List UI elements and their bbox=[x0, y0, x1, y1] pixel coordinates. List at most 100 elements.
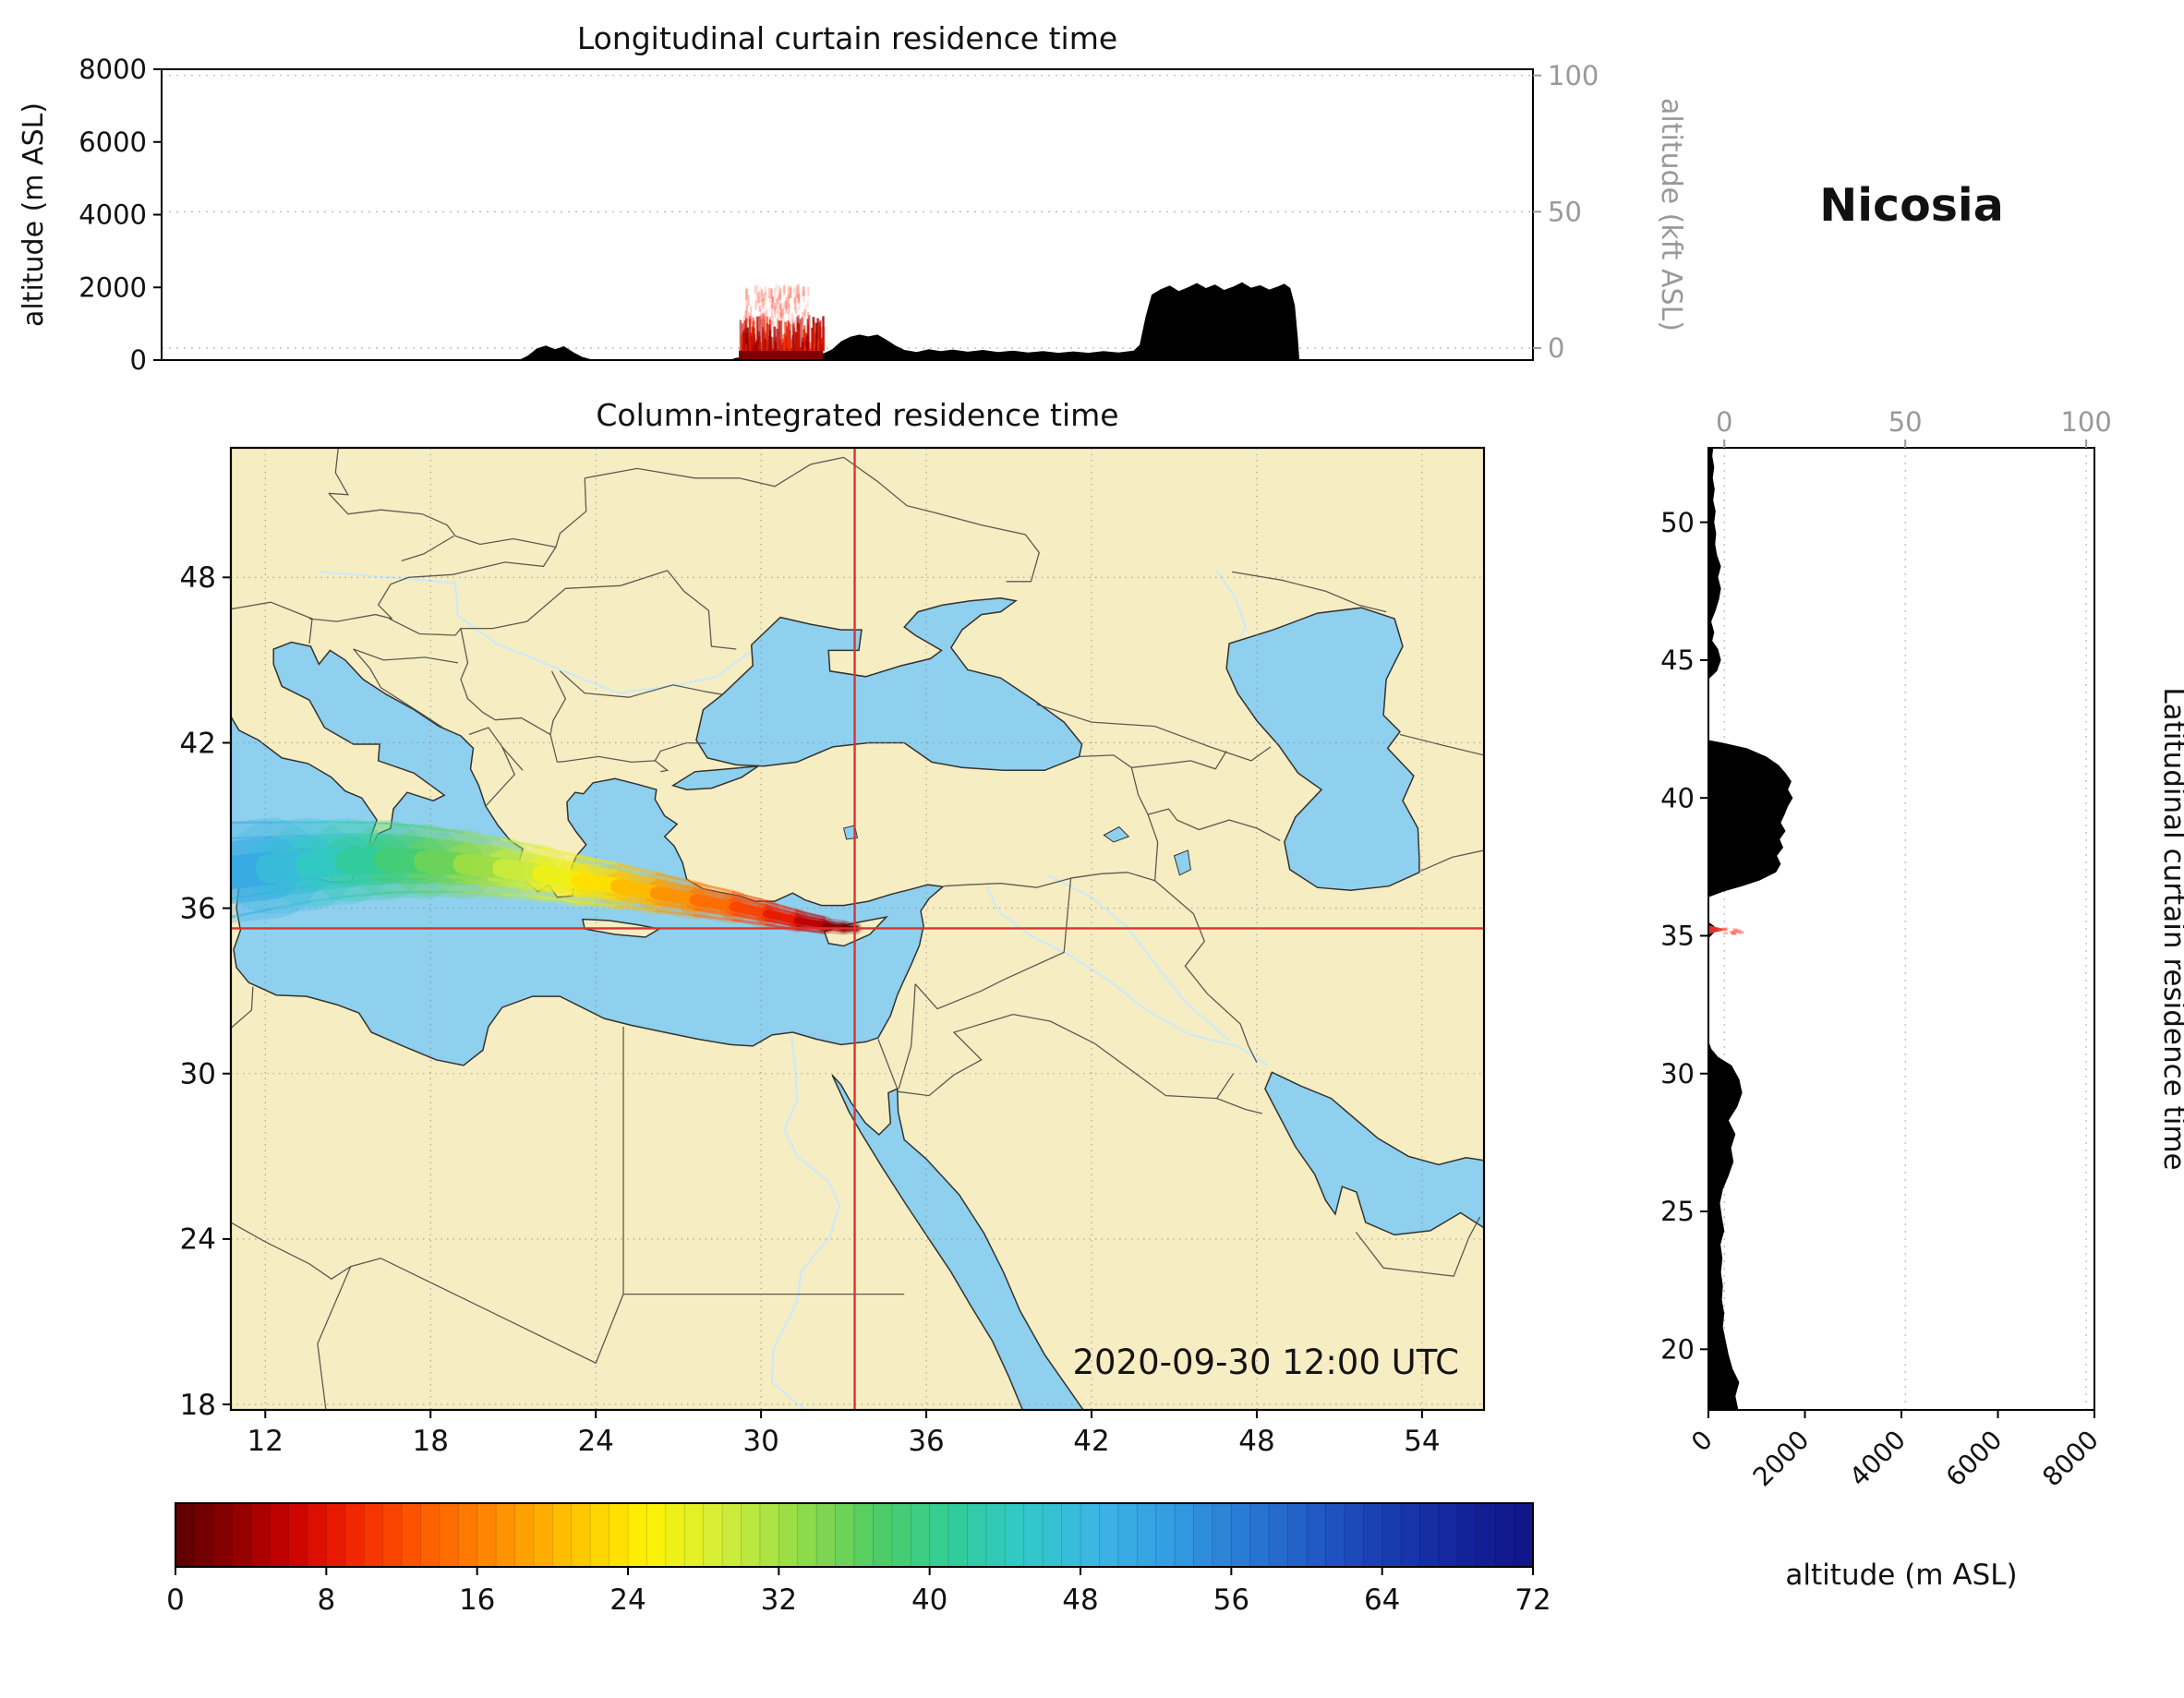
country-border bbox=[353, 648, 443, 729]
country-border bbox=[667, 570, 737, 650]
country-border bbox=[231, 1222, 381, 1280]
svg-text:18: 18 bbox=[412, 1425, 448, 1458]
country-border bbox=[843, 456, 1041, 583]
plume-latitude bbox=[1708, 925, 1744, 935]
country-border bbox=[377, 547, 557, 620]
country-border bbox=[1036, 704, 1272, 762]
sea-red_sea bbox=[831, 1074, 1085, 1410]
svg-text:8000: 8000 bbox=[78, 54, 147, 85]
country-border bbox=[1101, 872, 1155, 882]
svg-text:0: 0 bbox=[1716, 406, 1732, 438]
country-border bbox=[1154, 880, 1258, 1064]
svg-text:6000: 6000 bbox=[1940, 1425, 2009, 1493]
map-panel: 12 18 24 30 36 42 48 54 18 24 30 36 42 48 bbox=[180, 446, 1486, 1458]
country-border bbox=[353, 648, 459, 664]
svg-text:35: 35 bbox=[1660, 921, 1695, 952]
country-border bbox=[1147, 813, 1159, 881]
country-border bbox=[897, 1013, 1014, 1097]
country-border bbox=[231, 601, 271, 610]
sea-persian_gulf bbox=[1264, 1071, 1484, 1236]
svg-text:64: 64 bbox=[1364, 1584, 1400, 1617]
svg-text:0: 0 bbox=[1685, 1425, 1719, 1458]
country-border bbox=[1079, 751, 1227, 770]
svg-text:50: 50 bbox=[1548, 197, 1582, 228]
colorbar: 0 8 16 24 32 40 48 56 64 72 bbox=[166, 1502, 1551, 1617]
svg-text:42: 42 bbox=[1073, 1425, 1109, 1458]
sea-mediterranean bbox=[231, 641, 945, 1066]
country-border bbox=[501, 746, 524, 771]
sea-caspian bbox=[1225, 607, 1420, 891]
svg-text:30: 30 bbox=[180, 1058, 216, 1091]
svg-text:18: 18 bbox=[180, 1389, 216, 1422]
svg-text:54: 54 bbox=[1404, 1425, 1440, 1458]
country-border bbox=[1231, 571, 1387, 613]
country-border bbox=[308, 613, 392, 622]
svg-text:25: 25 bbox=[1660, 1196, 1695, 1227]
svg-text:50: 50 bbox=[1660, 507, 1695, 538]
svg-text:32: 32 bbox=[761, 1584, 797, 1617]
river bbox=[1046, 873, 1230, 1042]
terrain-profile-longitude bbox=[162, 282, 1533, 360]
svg-text:8000: 8000 bbox=[2036, 1425, 2105, 1493]
svg-text:100: 100 bbox=[1548, 60, 1599, 91]
svg-text:0: 0 bbox=[166, 1584, 185, 1617]
svg-text:Latitudinal curtain residence: Latitudinal curtain residence time bbox=[2157, 687, 2184, 1170]
svg-text:42: 42 bbox=[180, 727, 216, 760]
svg-text:40: 40 bbox=[911, 1584, 947, 1617]
svg-text:36: 36 bbox=[908, 1425, 944, 1458]
svg-text:30: 30 bbox=[1660, 1058, 1695, 1090]
svg-text:20: 20 bbox=[1660, 1333, 1695, 1365]
country-border bbox=[231, 986, 254, 1029]
country-border bbox=[1147, 808, 1281, 842]
country-border bbox=[559, 670, 723, 698]
svg-text:4000: 4000 bbox=[1843, 1425, 1912, 1493]
country-border bbox=[389, 570, 668, 636]
country-border bbox=[1012, 1013, 1235, 1100]
country-border bbox=[549, 670, 567, 735]
svg-text:altitude (kft ASL): altitude (kft ASL) bbox=[1655, 98, 1687, 331]
country-border bbox=[317, 1266, 352, 1410]
svg-text:8: 8 bbox=[317, 1584, 335, 1617]
svg-text:48: 48 bbox=[1238, 1425, 1274, 1458]
river bbox=[320, 571, 751, 694]
svg-text:30: 30 bbox=[742, 1425, 778, 1458]
country-border bbox=[380, 1258, 624, 1365]
svg-text:24: 24 bbox=[577, 1425, 613, 1458]
svg-text:4000: 4000 bbox=[78, 199, 147, 231]
trajectory-plume bbox=[231, 817, 863, 935]
country-border bbox=[401, 535, 454, 562]
country-border bbox=[1355, 1216, 1481, 1277]
map-chart-title: Column-integrated residence time bbox=[596, 397, 1119, 433]
svg-text:12: 12 bbox=[247, 1425, 284, 1458]
svg-text:16: 16 bbox=[459, 1584, 495, 1617]
svg-text:100: 100 bbox=[2060, 406, 2111, 438]
svg-text:40: 40 bbox=[1660, 782, 1695, 813]
svg-text:36: 36 bbox=[180, 892, 216, 925]
lake bbox=[1173, 849, 1191, 876]
country-border bbox=[328, 448, 349, 496]
svg-text:2000: 2000 bbox=[78, 271, 147, 303]
country-border bbox=[898, 983, 916, 1090]
timestamp-label: 2020-09-30 12:00 UTC bbox=[1072, 1343, 1459, 1382]
country-border bbox=[877, 1039, 899, 1090]
svg-text:24: 24 bbox=[609, 1584, 646, 1617]
svg-text:50: 50 bbox=[1888, 406, 1923, 438]
country-border bbox=[270, 601, 313, 644]
river bbox=[1214, 568, 1248, 638]
country-border bbox=[557, 755, 656, 764]
svg-text:0: 0 bbox=[130, 344, 147, 376]
svg-text:altitude (m ASL): altitude (m ASL) bbox=[1785, 1559, 2017, 1592]
svg-text:6000: 6000 bbox=[78, 126, 147, 158]
country-border bbox=[1130, 767, 1149, 815]
country-border bbox=[944, 873, 1102, 888]
country-border bbox=[585, 456, 844, 488]
lake bbox=[1103, 825, 1130, 843]
svg-text:48: 48 bbox=[180, 561, 216, 595]
river bbox=[770, 1034, 841, 1410]
country-border bbox=[495, 717, 559, 763]
svg-text:0: 0 bbox=[1548, 332, 1564, 364]
country-border bbox=[1123, 1409, 1225, 1410]
terrain-profile-latitude bbox=[1708, 448, 1793, 1410]
svg-text:45: 45 bbox=[1660, 644, 1695, 676]
